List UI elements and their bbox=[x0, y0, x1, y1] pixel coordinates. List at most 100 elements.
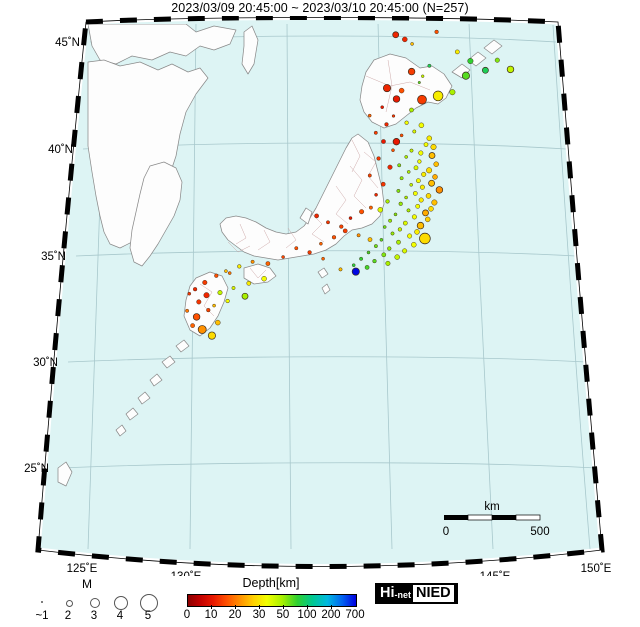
epicenter-marker[interactable] bbox=[338, 267, 343, 272]
epicenter-marker[interactable] bbox=[185, 308, 190, 313]
epicenter-marker[interactable] bbox=[433, 161, 439, 167]
epicenter-marker[interactable] bbox=[384, 122, 389, 127]
epicenter-marker[interactable] bbox=[506, 65, 515, 74]
epicenter-marker[interactable] bbox=[426, 135, 433, 142]
epicenter-marker[interactable] bbox=[406, 208, 411, 213]
epicenter-marker[interactable] bbox=[367, 237, 373, 242]
epicenter-marker[interactable] bbox=[380, 181, 386, 187]
epicenter-marker[interactable] bbox=[294, 246, 299, 251]
epicenter-marker[interactable] bbox=[416, 178, 421, 183]
epicenter-marker[interactable] bbox=[368, 205, 373, 210]
epicenter-marker[interactable] bbox=[413, 191, 418, 196]
epicenter-marker[interactable] bbox=[246, 281, 252, 286]
epicenter-marker[interactable] bbox=[431, 199, 438, 206]
epicenter-marker[interactable] bbox=[364, 265, 370, 270]
epicenter-marker[interactable] bbox=[380, 105, 384, 109]
epicenter-marker[interactable] bbox=[190, 323, 195, 328]
epicenter-marker[interactable] bbox=[399, 176, 404, 181]
epicenter-marker[interactable] bbox=[381, 139, 386, 144]
epicenter-marker[interactable] bbox=[379, 238, 384, 242]
epicenter-marker[interactable] bbox=[430, 144, 437, 150]
epicenter-marker[interactable] bbox=[326, 220, 330, 225]
epicenter-marker[interactable] bbox=[404, 195, 408, 200]
epicenter-marker[interactable] bbox=[404, 120, 409, 125]
epicenter-marker[interactable] bbox=[197, 325, 207, 334]
epicenter-marker[interactable] bbox=[393, 212, 398, 217]
epicenter-marker[interactable] bbox=[319, 241, 323, 246]
epicenter-marker[interactable] bbox=[212, 303, 216, 308]
epicenter-marker[interactable] bbox=[351, 267, 360, 276]
epicenter-marker[interactable] bbox=[428, 206, 434, 212]
epicenter-marker[interactable] bbox=[193, 287, 198, 292]
epicenter-marker[interactable] bbox=[385, 260, 391, 266]
epicenter-markers[interactable] bbox=[185, 29, 515, 340]
epicenter-marker[interactable] bbox=[382, 225, 387, 229]
epicenter-marker[interactable] bbox=[391, 114, 396, 118]
epicenter-marker[interactable] bbox=[467, 58, 474, 64]
epicenter-marker[interactable] bbox=[196, 299, 202, 305]
epicenter-marker[interactable] bbox=[432, 90, 444, 102]
epicenter-marker[interactable] bbox=[432, 174, 438, 180]
epicenter-marker[interactable] bbox=[237, 264, 242, 269]
epicenter-marker[interactable] bbox=[396, 188, 401, 193]
epicenter-marker[interactable] bbox=[428, 152, 436, 159]
epicenter-marker[interactable] bbox=[415, 204, 420, 209]
epicenter-marker[interactable] bbox=[367, 113, 372, 118]
epicenter-marker[interactable] bbox=[342, 228, 348, 234]
epicenter-marker[interactable] bbox=[409, 107, 414, 113]
epicenter-marker[interactable] bbox=[494, 57, 500, 63]
epicenter-marker[interactable] bbox=[449, 89, 456, 96]
epicenter-marker[interactable] bbox=[321, 256, 325, 261]
epicenter-marker[interactable] bbox=[359, 256, 364, 261]
epicenter-marker[interactable] bbox=[351, 263, 356, 267]
epicenter-marker[interactable] bbox=[428, 179, 435, 187]
epicenter-marker[interactable] bbox=[396, 239, 401, 245]
epicenter-marker[interactable] bbox=[407, 67, 416, 76]
epicenter-marker[interactable] bbox=[411, 241, 417, 248]
epicenter-marker[interactable] bbox=[418, 150, 424, 156]
epicenter-marker[interactable] bbox=[418, 197, 424, 203]
epicenter-marker[interactable] bbox=[417, 81, 421, 84]
epicenter-marker[interactable] bbox=[391, 148, 395, 152]
epicenter-marker[interactable] bbox=[410, 42, 414, 46]
epicenter-marker[interactable] bbox=[409, 183, 413, 187]
epicenter-marker[interactable] bbox=[367, 173, 372, 178]
epicenter-marker[interactable] bbox=[307, 250, 312, 255]
epicenter-marker[interactable] bbox=[225, 298, 230, 304]
epicenter-marker[interactable] bbox=[381, 252, 387, 258]
epicenter-marker[interactable] bbox=[404, 155, 408, 159]
epicenter-marker[interactable] bbox=[356, 233, 361, 238]
epicenter-marker[interactable] bbox=[339, 224, 344, 229]
epicenter-marker[interactable] bbox=[407, 233, 413, 239]
epicenter-marker[interactable] bbox=[388, 218, 393, 223]
epicenter-marker[interactable] bbox=[417, 159, 422, 164]
epicenter-marker[interactable] bbox=[398, 87, 405, 94]
epicenter-marker[interactable] bbox=[426, 167, 433, 174]
epicenter-marker[interactable] bbox=[397, 163, 402, 168]
epicenter-marker[interactable] bbox=[399, 133, 404, 138]
epicenter-marker[interactable] bbox=[227, 271, 232, 275]
epicenter-marker[interactable] bbox=[424, 216, 431, 223]
epicenter-marker[interactable] bbox=[373, 244, 378, 249]
epicenter-marker[interactable] bbox=[392, 138, 401, 146]
epicenter-marker[interactable] bbox=[412, 129, 417, 134]
epicenter-marker[interactable] bbox=[203, 292, 210, 299]
epicenter-marker[interactable] bbox=[398, 201, 403, 206]
epicenter-marker[interactable] bbox=[406, 170, 411, 174]
epicenter-marker[interactable] bbox=[377, 207, 384, 213]
epicenter-marker[interactable] bbox=[423, 142, 429, 147]
epicenter-marker[interactable] bbox=[241, 292, 249, 300]
epicenter-marker[interactable] bbox=[409, 148, 414, 153]
epicenter-marker[interactable] bbox=[418, 122, 425, 129]
map-canvas[interactable]: km 0 500 45˚N 40˚N 35˚N 30˚N 25˚N bbox=[0, 16, 640, 576]
epicenter-marker[interactable] bbox=[425, 193, 432, 199]
epicenter-marker[interactable] bbox=[202, 280, 208, 285]
epicenter-marker[interactable] bbox=[414, 229, 420, 235]
epicenter-marker[interactable] bbox=[392, 95, 401, 103]
epicenter-marker[interactable] bbox=[192, 313, 201, 321]
epicenter-marker[interactable] bbox=[382, 84, 392, 93]
epicenter-marker[interactable] bbox=[224, 269, 228, 273]
epicenter-marker[interactable] bbox=[419, 232, 431, 245]
epicenter-marker[interactable] bbox=[417, 94, 427, 105]
epicenter-marker[interactable] bbox=[392, 31, 400, 39]
